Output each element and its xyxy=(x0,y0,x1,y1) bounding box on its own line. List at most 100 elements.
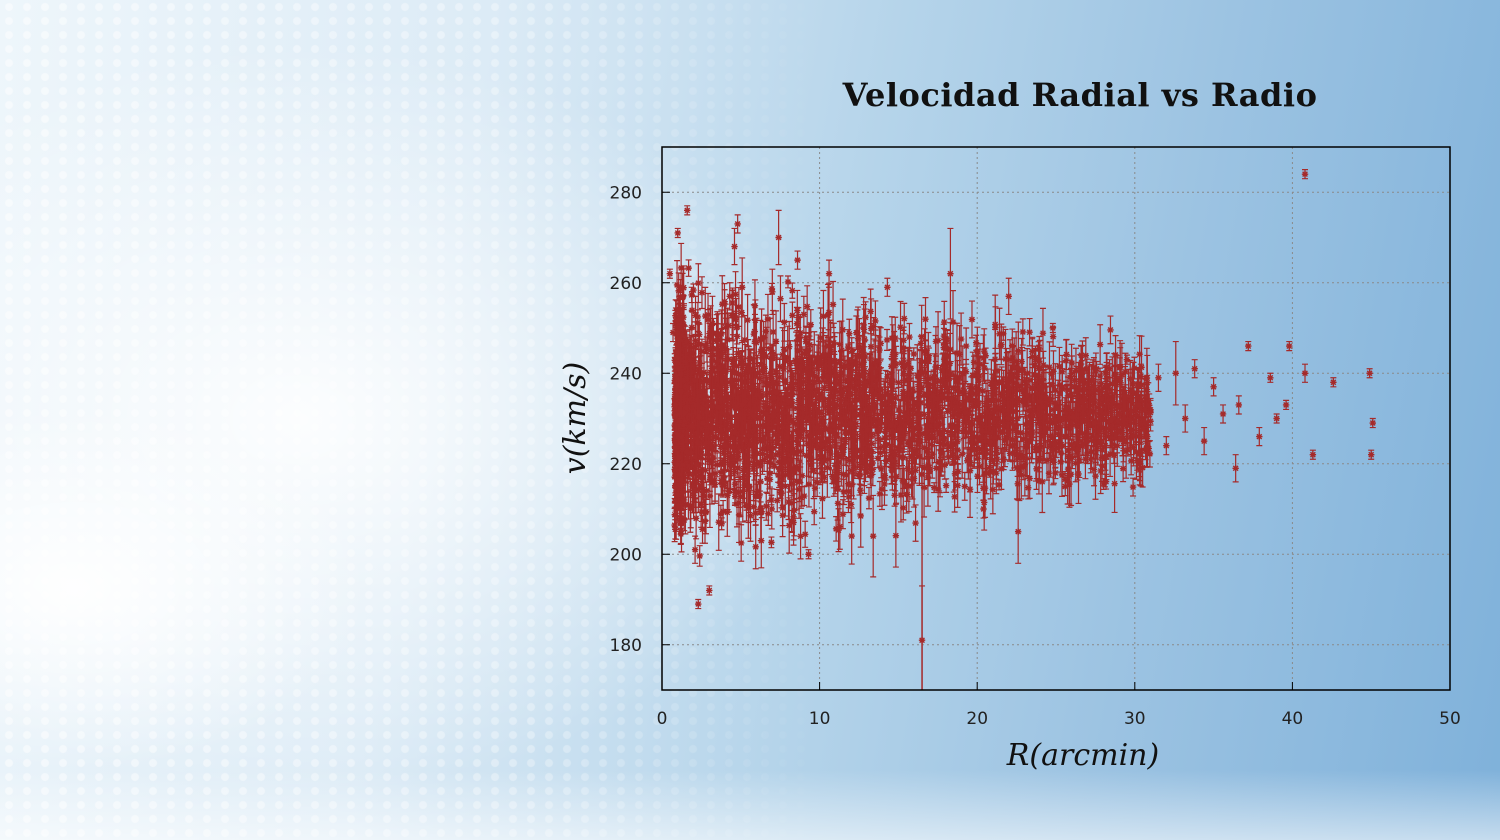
data-point xyxy=(1112,371,1119,378)
data-point xyxy=(840,444,848,451)
data-point xyxy=(717,428,725,435)
data-point xyxy=(1129,483,1137,491)
data-point xyxy=(1020,435,1027,443)
data-point xyxy=(976,463,983,470)
data-point xyxy=(922,315,929,323)
data-point xyxy=(1025,484,1032,491)
data-point xyxy=(1019,328,1027,336)
data-point xyxy=(1112,351,1119,359)
data-point xyxy=(695,341,702,348)
data-point xyxy=(842,415,849,422)
data-point xyxy=(860,326,868,333)
data-point xyxy=(776,363,784,370)
data-point xyxy=(1081,394,1089,402)
data-point xyxy=(904,491,911,498)
data-point xyxy=(839,326,846,334)
data-point xyxy=(904,360,912,367)
data-point xyxy=(787,360,794,367)
data-point xyxy=(695,279,702,287)
data-point xyxy=(1033,394,1040,402)
data-point xyxy=(956,351,963,358)
data-point xyxy=(858,428,865,435)
data-point xyxy=(769,377,776,384)
data-point xyxy=(846,330,853,337)
data-point xyxy=(843,400,850,407)
data-point xyxy=(1061,476,1069,483)
data-point xyxy=(688,369,695,376)
data-point xyxy=(786,343,793,350)
data-point xyxy=(975,376,982,383)
data-point xyxy=(832,442,839,450)
data-point xyxy=(968,316,976,323)
data-point xyxy=(850,408,858,415)
data-point xyxy=(925,464,933,471)
data-point xyxy=(927,391,934,399)
data-point xyxy=(795,397,802,404)
data-point xyxy=(680,284,687,291)
data-point xyxy=(856,453,864,461)
data-point xyxy=(1060,415,1067,422)
data-point xyxy=(918,384,926,391)
data-point xyxy=(931,434,938,442)
data-point xyxy=(945,443,952,451)
data-point xyxy=(953,378,960,385)
data-point xyxy=(729,444,737,451)
data-point xyxy=(968,389,975,396)
data-point xyxy=(993,456,1001,463)
data-point xyxy=(936,459,944,466)
data-point xyxy=(741,336,749,344)
data-point xyxy=(961,483,968,490)
data-point xyxy=(1051,399,1059,407)
data-point xyxy=(941,318,948,326)
data-point xyxy=(986,464,993,471)
data-point xyxy=(757,414,764,421)
data-point xyxy=(992,434,999,442)
data-point xyxy=(698,348,706,355)
data-point xyxy=(706,330,713,337)
data-point xyxy=(995,481,1003,489)
data-point xyxy=(930,392,937,400)
data-point xyxy=(801,531,809,538)
data-point xyxy=(970,359,978,366)
data-point xyxy=(912,519,919,527)
data-point xyxy=(739,488,746,495)
data-point xyxy=(798,363,805,370)
data-point xyxy=(957,335,965,343)
data-point xyxy=(936,408,944,416)
data-point xyxy=(786,413,793,421)
data-point xyxy=(794,415,801,422)
data-point xyxy=(956,389,964,396)
data-point xyxy=(878,409,885,417)
data-point xyxy=(786,522,793,529)
data-point xyxy=(789,312,796,319)
data-point xyxy=(718,409,725,416)
data-point xyxy=(690,286,697,294)
data-point xyxy=(848,532,855,540)
data-point xyxy=(1026,329,1033,336)
data-point xyxy=(769,328,777,336)
data-point xyxy=(1000,456,1007,463)
data-point xyxy=(1019,454,1027,461)
data-point xyxy=(845,457,853,464)
data-point xyxy=(688,291,695,299)
data-point xyxy=(733,362,740,370)
data-point xyxy=(869,374,876,382)
data-point xyxy=(850,464,857,471)
data-point xyxy=(818,410,826,417)
data-point xyxy=(761,403,769,410)
data-point xyxy=(696,552,703,560)
data-point xyxy=(814,357,822,365)
data-point xyxy=(1009,354,1017,362)
data-point xyxy=(1118,371,1126,378)
data-point xyxy=(897,323,904,331)
data-point xyxy=(885,413,892,420)
data-point xyxy=(1011,449,1018,457)
data-point xyxy=(1039,330,1047,337)
data-point xyxy=(855,379,862,386)
data-point xyxy=(987,469,994,476)
data-point xyxy=(954,438,961,445)
data-point xyxy=(675,287,682,294)
data-point xyxy=(969,372,977,379)
data-point xyxy=(890,457,898,464)
data-point xyxy=(875,427,882,434)
